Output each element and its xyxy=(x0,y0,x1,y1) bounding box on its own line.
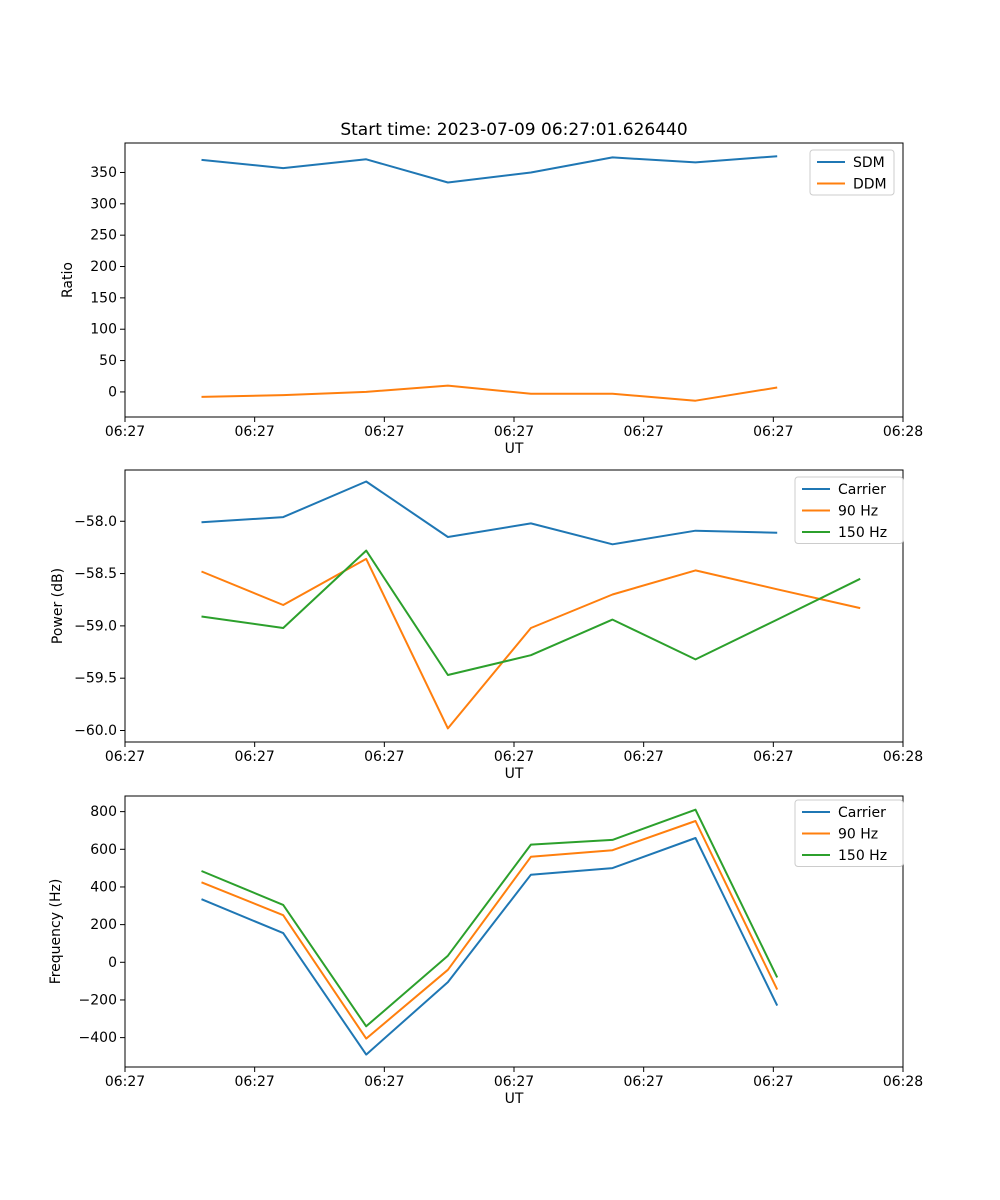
y-tick-label: 800 xyxy=(90,804,117,820)
y-tick-label: 600 xyxy=(90,842,117,858)
y-tick-label: 0 xyxy=(108,955,117,971)
x-tick-label: 06:28 xyxy=(883,424,923,440)
y-tick-label: 200 xyxy=(90,259,117,275)
y-tick-label: 300 xyxy=(90,196,117,212)
x-tick-label: 06:28 xyxy=(883,1074,923,1090)
x-tick-label: 06:27 xyxy=(753,1074,793,1090)
90hz-line xyxy=(201,557,861,730)
ddm-line xyxy=(201,384,778,402)
150hz-line xyxy=(201,549,861,676)
y-tick-label: 350 xyxy=(90,165,117,181)
x-tick-label: 06:27 xyxy=(623,1074,663,1090)
y-tick-label: 50 xyxy=(99,353,117,369)
x-axis-label: UT xyxy=(505,766,524,782)
legend-box xyxy=(794,799,904,867)
y-axis-label: Ratio xyxy=(60,262,76,298)
x-tick-label: 06:27 xyxy=(623,424,663,440)
150hz-legend-label: 150 Hz xyxy=(838,525,887,541)
x-tick-label: 06:27 xyxy=(753,749,793,765)
x-tick-label: 06:27 xyxy=(623,749,663,765)
y-tick-label: 200 xyxy=(90,917,117,933)
x-axis-label: UT xyxy=(505,1091,524,1107)
y-tick-label: 0 xyxy=(108,384,117,400)
y-tick-label: −58.5 xyxy=(74,566,117,582)
x-axis-label: UT xyxy=(505,441,524,457)
carrier-legend-label: Carrier xyxy=(838,482,886,498)
90hz-legend-label: 90 Hz xyxy=(838,504,878,520)
sdm-line xyxy=(201,155,778,184)
y-tick-label: −59.0 xyxy=(74,618,117,634)
x-tick-label: 06:27 xyxy=(105,749,145,765)
y-tick-label: 250 xyxy=(90,228,117,244)
ddm-legend-label: DDM xyxy=(853,177,887,193)
x-tick-label: 06:28 xyxy=(883,749,923,765)
carrier-line xyxy=(201,480,778,546)
y-tick-label: 100 xyxy=(90,322,117,338)
x-tick-label: 06:27 xyxy=(105,1074,145,1090)
plot-title: Start time: 2023-07-09 06:27:01.626440 xyxy=(340,120,687,140)
y-tick-label: −60.0 xyxy=(74,723,117,739)
legend: Carrier 90 Hz 150 Hz xyxy=(794,476,904,544)
x-tick-label: 06:27 xyxy=(105,424,145,440)
y-tick-label: −58.0 xyxy=(74,514,117,530)
y-tick-label: −59.5 xyxy=(74,671,117,687)
x-tick-label: 06:27 xyxy=(234,749,274,765)
plot-spines xyxy=(124,795,904,1068)
x-tick-label: 06:27 xyxy=(364,1074,404,1090)
legend-box xyxy=(794,476,904,544)
x-tick-label: 06:27 xyxy=(494,749,534,765)
y-tick-label: −200 xyxy=(79,992,117,1008)
x-tick-label: 06:27 xyxy=(234,424,274,440)
y-axis-label: Frequency (Hz) xyxy=(48,879,64,985)
150hz-line xyxy=(201,808,779,1028)
x-tick-label: 06:27 xyxy=(364,749,404,765)
legend: SDM DDM xyxy=(809,149,895,196)
x-tick-label: 06:27 xyxy=(753,424,793,440)
carrier-legend-label: Carrier xyxy=(838,805,886,821)
x-tick-label: 06:27 xyxy=(364,424,404,440)
y-tick-label: 400 xyxy=(90,879,117,895)
150hz-legend-label: 150 Hz xyxy=(838,848,887,864)
carrier-line xyxy=(201,837,779,1056)
90hz-legend-label: 90 Hz xyxy=(838,827,878,843)
sdm-legend-label: SDM xyxy=(853,155,885,171)
y-tick-label: 150 xyxy=(90,290,117,306)
90hz-line xyxy=(201,820,779,1040)
plot-spines xyxy=(124,469,904,743)
y-tick-label: −400 xyxy=(79,1030,117,1046)
legend: Carrier 90 Hz 150 Hz xyxy=(794,799,904,867)
x-tick-label: 06:27 xyxy=(234,1074,274,1090)
frequency-plot: 06:27 06:27 06:27 06:27 06:27 06:27 06:28 800 60… xyxy=(48,795,923,1107)
power-plot: 06:27 06:27 06:27 06:27 06:27 06:27 06:28 −58.0… xyxy=(50,469,923,782)
x-tick-label: 06:27 xyxy=(494,1074,534,1090)
y-axis-label: Power (dB) xyxy=(50,568,66,644)
ratio-plot: 06:27 06:27 06:27 06:27 06:27 06:27 06:28 0 50 10… xyxy=(60,120,923,457)
plot-spines xyxy=(124,142,904,418)
x-tick-label: 06:27 xyxy=(494,424,534,440)
